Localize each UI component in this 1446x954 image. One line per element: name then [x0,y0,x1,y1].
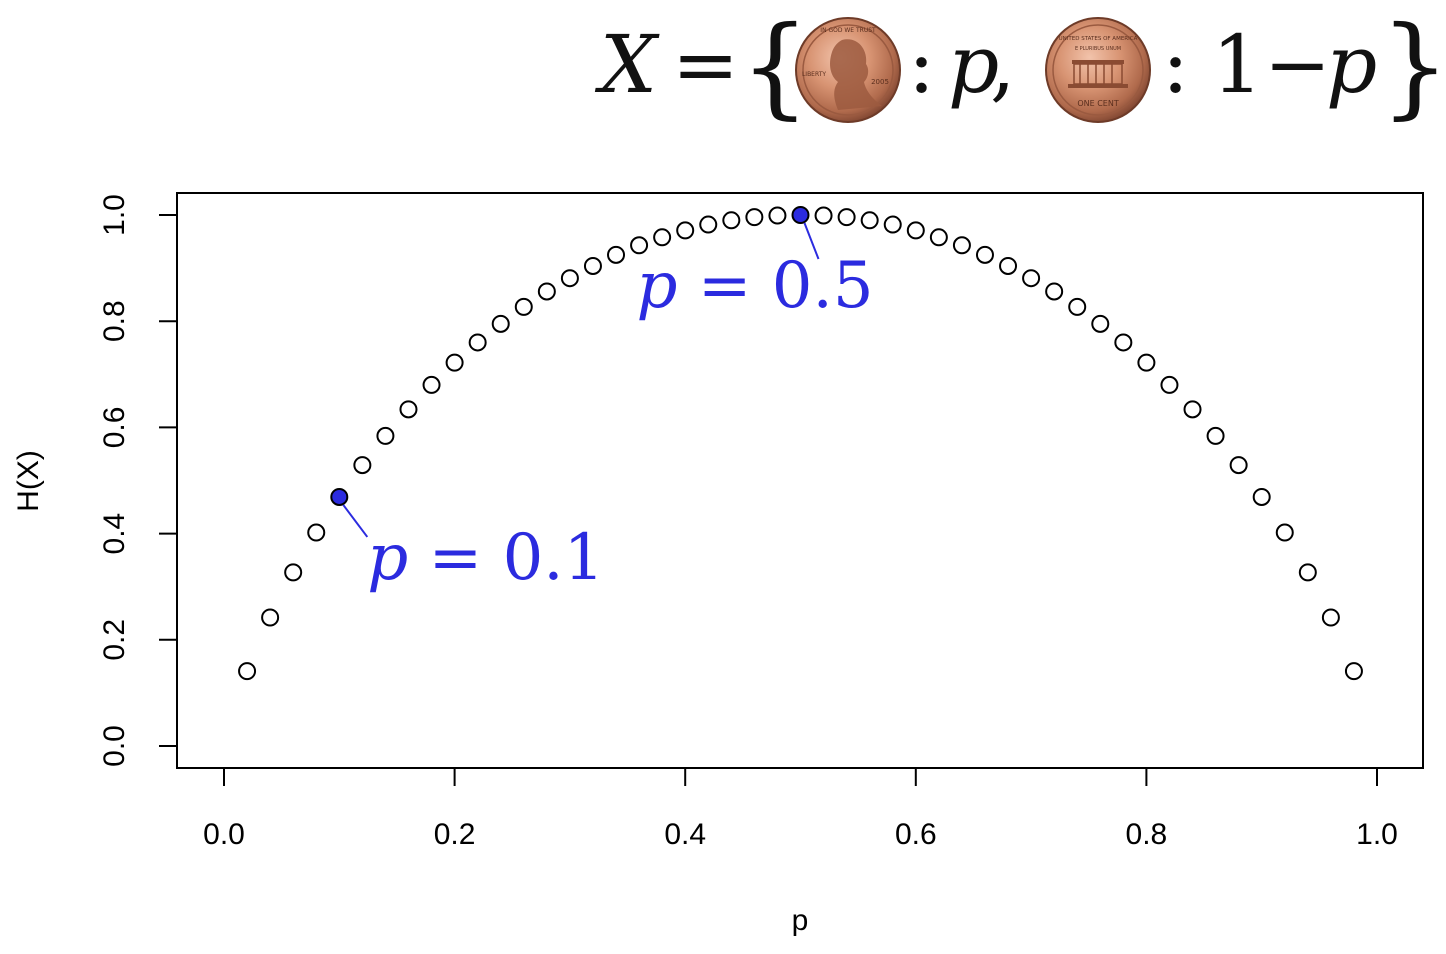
formula-sep2: : [1162,18,1189,111]
formula-comma: , [990,18,1015,111]
highlighted-point [791,206,810,224]
data-point [468,333,487,352]
data-point [975,245,994,264]
formula-p1: p [948,18,999,111]
coin-tails-denomination: ONE CENT [1077,99,1119,108]
annotation-label: p = 0.5 [637,249,874,323]
data-point [1160,375,1179,394]
data-point [1183,400,1202,419]
x-axis: 0.0 0.2 0.4 0.6 0.8 1.0 [203,767,1398,851]
x-tick-label: 0.0 [203,818,245,851]
data-point [1321,608,1340,627]
coin-heads-year: 2005 [871,78,889,86]
data-point [514,297,533,316]
data-point [422,375,441,394]
x-axis-title: p [792,904,809,937]
data-point [860,211,879,230]
y-tick-label: 1.0 [98,194,131,236]
data-point [883,215,902,234]
data-point [583,256,602,275]
data-point [537,282,556,301]
annotation-leader [803,222,820,260]
annotations: p = 0.1 p = 0.5 [342,222,874,595]
data-point [376,426,395,445]
y-axis: 0.0 0.2 0.4 0.6 0.8 1.0 [98,194,178,767]
penny-heads-icon: IN GOD WE TRUST LIBERTY 2005 [795,17,901,123]
formula-equals: = [672,18,739,111]
data-point [1114,333,1133,352]
y-tick-label: 0.6 [98,407,131,449]
data-point [560,269,579,288]
coin-tails-motto: E PLURIBUS UNUM [1075,46,1121,52]
y-tick-label: 0.0 [98,725,131,767]
data-point [607,245,626,264]
data-point [238,662,257,681]
annotation-label: p = 0.1 [367,521,604,595]
data-point [261,608,280,627]
data-point [1206,426,1225,445]
data-point [653,228,672,247]
data-point [999,256,1018,275]
data-point [630,236,649,255]
annotation-leader [342,504,369,538]
y-tick-label: 0.2 [98,619,131,661]
formula-close-brace: } [1380,2,1446,130]
x-tick-label: 1.0 [1356,818,1398,851]
x-tick-label: 0.8 [1126,818,1168,851]
data-point [929,228,948,247]
highlighted-point [330,487,349,506]
data-point [1229,456,1248,475]
data-point [1298,563,1317,582]
data-point [284,563,303,582]
data-point [814,206,833,225]
formula-sep1: : [908,18,935,111]
data-point [491,314,510,333]
data-point [1252,487,1271,506]
coin-tails-country: UNITED STATES OF AMERICA [1059,36,1138,42]
data-point [745,208,764,227]
data-point [399,400,418,419]
coin-heads-motto: IN GOD WE TRUST [820,27,876,34]
x-tick-label: 0.6 [895,818,937,851]
data-point [952,236,971,255]
data-point [1068,297,1087,316]
data-point [1137,353,1156,372]
x-tick-label: 0.2 [434,818,476,851]
data-point [1091,314,1110,333]
formula: X = { IN GOD WE TRUST LIBERTY 2005 : p , [594,2,1446,130]
data-point [1275,523,1294,542]
data-point [722,211,741,230]
data-point [676,221,695,240]
data-point [1022,269,1041,288]
data-point [445,353,464,372]
penny-tails-icon: UNITED STATES OF AMERICA E PLURIBUS UNUM… [1045,17,1151,123]
data-point [353,456,372,475]
data-point [837,208,856,227]
data-point [307,523,326,542]
data-point [699,215,718,234]
formula-minus: − [1264,18,1331,111]
y-axis-title: H(X) [12,450,45,512]
coin-heads-liberty: LIBERTY [802,71,826,78]
data-point [906,221,925,240]
y-tick-label: 0.4 [98,513,131,555]
data-point [768,206,787,225]
data-points [238,206,1363,681]
y-tick-label: 0.8 [98,300,131,342]
data-point [1045,282,1064,301]
x-tick-label: 0.4 [664,818,706,851]
formula-one: 1 [1212,18,1263,111]
formula-lhs: X [594,18,660,111]
formula-p2: p [1326,18,1377,111]
data-point [1344,662,1363,681]
